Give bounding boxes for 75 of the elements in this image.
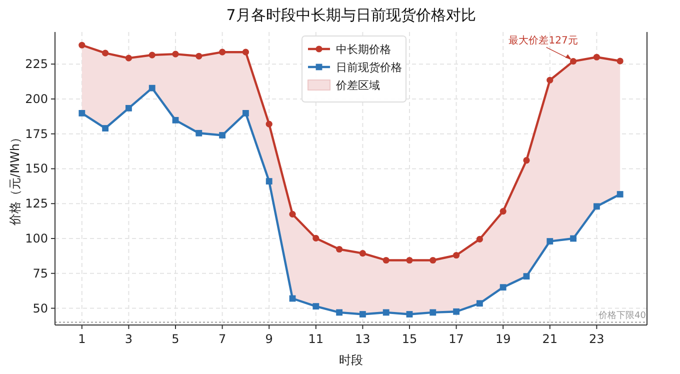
point — [242, 48, 250, 56]
point — [242, 110, 249, 116]
y-tick-label: 50 — [32, 301, 48, 316]
point — [523, 273, 530, 280]
x-tick-label: 1 — [78, 332, 86, 346]
point — [500, 208, 506, 215]
point — [382, 256, 390, 264]
chart-title: 7月各时段中长期与日前现货价格对比 — [226, 6, 476, 24]
ref-line-label: 价格下限40 — [598, 310, 646, 322]
point — [125, 54, 132, 62]
y-tick-label: 75 — [32, 266, 48, 280]
point — [148, 52, 156, 58]
x-tick-label: 7 — [218, 332, 226, 346]
point — [360, 311, 366, 318]
point — [546, 76, 554, 84]
point — [266, 178, 272, 184]
point — [593, 203, 600, 210]
x-tick-label: 15 — [402, 332, 418, 346]
point — [616, 58, 624, 64]
point — [172, 50, 179, 58]
point — [406, 311, 413, 318]
y-tick-label: 100 — [25, 231, 48, 246]
point — [289, 210, 296, 218]
point — [312, 303, 320, 310]
point — [196, 52, 202, 60]
x-tick-label: 23 — [589, 332, 604, 346]
point — [453, 308, 460, 315]
point — [102, 125, 109, 132]
y-tick-label: 125 — [25, 196, 48, 211]
point — [126, 104, 132, 112]
y-tick-label: 150 — [25, 162, 48, 176]
legend-label: 日前现货价格 — [336, 61, 402, 74]
x-axis-title: 时段 — [339, 353, 363, 367]
point — [196, 130, 202, 136]
point — [78, 42, 86, 48]
point — [219, 132, 226, 138]
point — [172, 116, 179, 124]
legend-label: 价差区域 — [335, 79, 380, 92]
x-tick-label: 17 — [448, 332, 464, 346]
point — [406, 256, 413, 264]
legend-label: 中长期价格 — [336, 43, 391, 56]
point — [452, 252, 460, 259]
point — [430, 309, 436, 316]
point — [102, 50, 109, 56]
y-tick-label: 200 — [25, 92, 48, 106]
x-tick-label: 11 — [308, 332, 324, 346]
point — [336, 246, 343, 253]
y-tick-label: 175 — [25, 126, 48, 141]
y-axis-title: 价格（元/MWh） — [8, 132, 22, 226]
x-tick-label: 21 — [542, 332, 558, 346]
point — [616, 191, 624, 198]
point — [382, 309, 390, 316]
point — [336, 309, 342, 316]
annotation: 最大价差127元 — [508, 34, 578, 46]
point — [219, 48, 226, 56]
point — [476, 300, 483, 307]
x-tick-label: 5 — [172, 332, 180, 346]
point — [430, 256, 436, 264]
x-tick-label: 13 — [355, 332, 370, 346]
point — [546, 238, 554, 244]
point — [570, 235, 576, 242]
point — [312, 234, 320, 242]
point — [78, 110, 86, 116]
x-tick-label: 3 — [124, 332, 133, 346]
point — [359, 250, 366, 257]
point — [593, 54, 600, 60]
point — [476, 236, 483, 242]
x-tick-label: 9 — [265, 332, 273, 346]
point — [570, 58, 577, 65]
point — [266, 120, 272, 128]
point — [500, 284, 506, 291]
y-tick-label: 225 — [25, 57, 48, 72]
point — [148, 84, 156, 92]
point — [523, 157, 530, 164]
x-tick-label: 19 — [495, 332, 511, 346]
